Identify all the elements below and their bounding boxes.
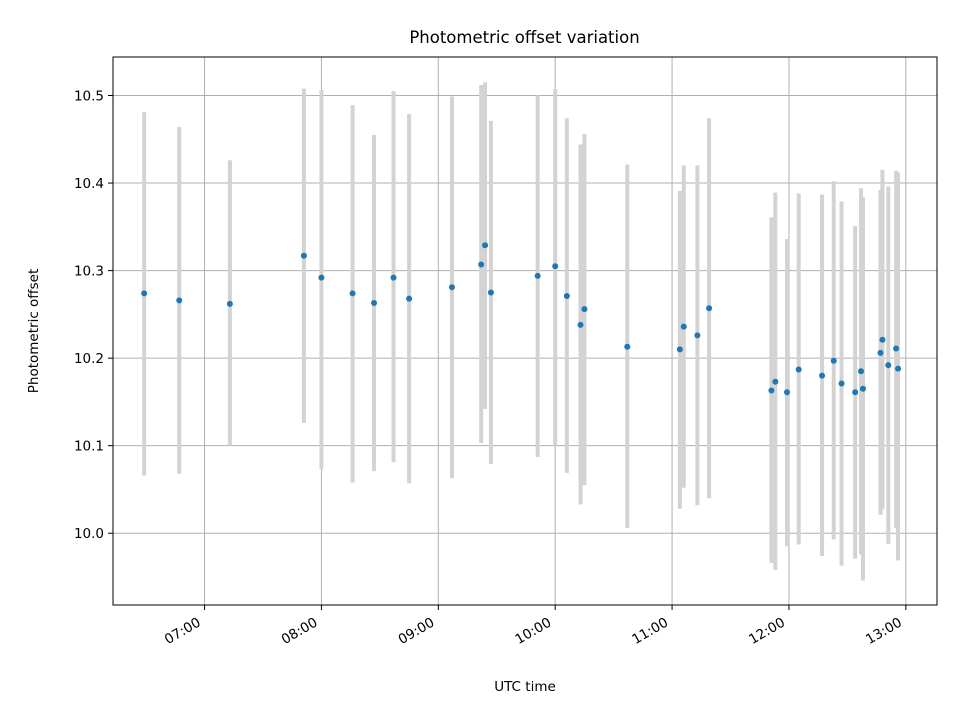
data-point bbox=[482, 242, 489, 249]
data-point bbox=[893, 345, 900, 352]
data-point bbox=[318, 274, 325, 281]
x-tick-label: 11:00 bbox=[629, 615, 671, 648]
data-point bbox=[390, 274, 397, 281]
y-tick-label: 10.4 bbox=[74, 176, 104, 192]
data-point bbox=[176, 297, 183, 304]
data-point bbox=[877, 349, 884, 356]
y-tick-label: 10.0 bbox=[74, 526, 104, 542]
data-point bbox=[859, 385, 866, 392]
data-point bbox=[676, 346, 683, 353]
plot-frame bbox=[112, 56, 938, 606]
y-axis-label: Photometric offset bbox=[26, 269, 42, 393]
data-point bbox=[563, 292, 570, 299]
data-point bbox=[141, 290, 148, 297]
y-tick-label: 10.3 bbox=[74, 264, 104, 280]
x-axis-ticks: 07:00 08:00 09:00 10:00 11:00 12:00 13:00 bbox=[162, 605, 907, 648]
y-tick-label: 10.5 bbox=[74, 89, 104, 105]
data-point bbox=[879, 336, 886, 343]
data-point bbox=[349, 290, 356, 297]
data-point bbox=[487, 289, 494, 296]
data-point bbox=[406, 295, 413, 302]
data-point bbox=[624, 343, 631, 350]
plot-area bbox=[113, 57, 937, 605]
y-tick-label: 10.1 bbox=[74, 439, 104, 455]
data-point bbox=[694, 332, 701, 339]
x-tick-label: 08:00 bbox=[279, 615, 321, 648]
data-points bbox=[141, 242, 902, 396]
x-axis-label: UTC time bbox=[494, 679, 556, 695]
x-tick-label: 07:00 bbox=[162, 615, 204, 648]
data-point bbox=[371, 299, 378, 306]
data-point bbox=[300, 252, 307, 259]
data-point bbox=[534, 272, 541, 279]
data-point bbox=[680, 323, 687, 330]
data-point bbox=[581, 306, 588, 313]
chart-title: Photometric offset variation bbox=[409, 28, 639, 47]
data-point bbox=[885, 362, 892, 369]
x-tick-label: 09:00 bbox=[396, 615, 438, 648]
data-point bbox=[448, 284, 455, 291]
data-point bbox=[768, 387, 775, 394]
data-point bbox=[852, 389, 859, 396]
data-point bbox=[830, 357, 837, 364]
y-axis-ticks: 10.0 10.1 10.2 10.3 10.4 10.5 bbox=[74, 89, 113, 542]
data-point bbox=[478, 261, 485, 268]
x-tick-label: 12:00 bbox=[746, 615, 788, 648]
y-tick-label: 10.2 bbox=[74, 351, 104, 367]
data-point bbox=[706, 305, 713, 312]
data-point bbox=[784, 389, 791, 396]
x-tick-label: 10:00 bbox=[513, 615, 555, 648]
x-tick-label: 13:00 bbox=[863, 615, 905, 648]
data-point bbox=[552, 263, 559, 270]
data-point bbox=[838, 380, 845, 387]
data-point bbox=[577, 321, 584, 328]
data-point bbox=[858, 368, 865, 375]
data-point bbox=[772, 378, 779, 385]
data-point bbox=[895, 365, 902, 372]
data-point bbox=[226, 300, 233, 307]
data-point bbox=[819, 372, 826, 379]
data-point bbox=[795, 366, 802, 373]
